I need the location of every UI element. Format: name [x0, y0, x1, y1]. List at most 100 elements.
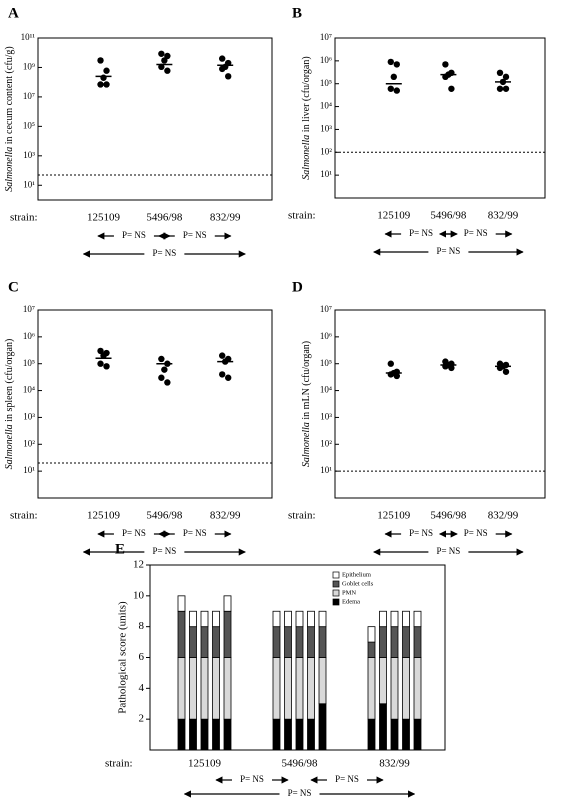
- comparison-label: P= NS: [409, 228, 433, 238]
- data-point: [158, 50, 165, 57]
- plot-frame: [334, 309, 546, 499]
- data-point: [219, 65, 226, 73]
- category-label: 125109: [377, 210, 411, 222]
- data-point: [387, 85, 394, 92]
- bar-segment: [367, 641, 376, 658]
- category-label: 125109: [377, 510, 411, 522]
- bar-segment: [367, 657, 376, 720]
- bar-segment: [413, 657, 422, 720]
- bar-segment: [295, 718, 304, 751]
- x-axis-label: strain:: [10, 212, 38, 224]
- data-point: [161, 366, 168, 373]
- data-point: [496, 85, 504, 92]
- x-axis-label: strain:: [288, 210, 316, 222]
- bar-segment: [402, 718, 410, 751]
- legend-swatch: [332, 589, 340, 597]
- bar-segment: [272, 626, 281, 658]
- bar-segment: [379, 703, 387, 751]
- y-tick-label: 12: [133, 559, 144, 571]
- comparison-label: P= NS: [464, 228, 488, 238]
- y-axis-label-part: in spleen (cfu/organ): [4, 339, 15, 425]
- data-point: [393, 372, 400, 380]
- y-tick-label: 10⁴: [23, 385, 35, 395]
- bar-segment: [223, 657, 232, 720]
- y-tick-label: 10⁷: [320, 32, 332, 42]
- group-label: 5496/98: [281, 758, 318, 770]
- y-tick-label: 10⁵: [320, 358, 332, 368]
- y-axis-label-part: Salmonella: [4, 147, 15, 192]
- legend-label: Epithelium: [342, 571, 371, 578]
- category-label: 832/99: [210, 212, 241, 224]
- y-tick-label: 10⁴: [320, 385, 332, 395]
- comparison-label: P= NS: [183, 528, 207, 538]
- plot-frame: [37, 37, 273, 201]
- data-point: [502, 73, 510, 81]
- data-point: [387, 360, 394, 367]
- comparison-label: P= NS: [152, 546, 176, 556]
- legend-swatch: [332, 580, 340, 588]
- panel-letter: C: [8, 279, 19, 295]
- y-tick-label: 10: [133, 589, 145, 601]
- bar-segment: [212, 610, 220, 628]
- category-label: 125109: [87, 212, 121, 224]
- data-point: [158, 355, 165, 363]
- data-point: [97, 57, 104, 64]
- y-tick-label: 10³: [23, 411, 35, 421]
- bar-segment: [284, 718, 292, 751]
- bar-segment: [318, 626, 327, 658]
- data-point: [103, 81, 110, 88]
- bar-segment: [390, 657, 399, 720]
- y-tick-label: 10¹: [320, 465, 332, 475]
- bar-segment: [295, 626, 304, 658]
- comparison-label: P= NS: [240, 774, 264, 784]
- y-tick-label: 10¹: [320, 169, 332, 179]
- panel-letter: A: [8, 5, 19, 21]
- bar-segment: [200, 718, 209, 751]
- y-axis-label: Salmonella in mLN (cfu/organ): [301, 341, 312, 467]
- y-tick-label: 10¹: [23, 465, 35, 475]
- comparison-label: P= NS: [122, 528, 146, 538]
- data-point: [502, 368, 510, 375]
- bar-segment: [200, 657, 209, 720]
- data-point: [158, 63, 165, 71]
- bar-segment: [189, 718, 197, 751]
- bar-segment: [212, 626, 220, 658]
- data-point: [219, 371, 226, 378]
- category-label: 5496/98: [430, 510, 467, 522]
- data-point: [219, 55, 226, 62]
- data-point: [496, 69, 504, 77]
- bar-segment: [295, 610, 304, 628]
- data-point: [225, 73, 232, 80]
- y-tick-label: 10³: [320, 411, 332, 421]
- legend-label: Edema: [342, 598, 360, 605]
- bar-segment: [318, 657, 327, 705]
- bar-segment: [307, 657, 315, 720]
- category-label: 832/99: [488, 210, 519, 222]
- data-point: [502, 85, 510, 92]
- bar-segment: [318, 703, 327, 751]
- y-tick-label: 10⁴: [320, 101, 332, 111]
- group-label: 832/99: [379, 758, 410, 770]
- data-point: [442, 61, 449, 68]
- data-point: [225, 374, 232, 381]
- bar-segment: [379, 626, 387, 658]
- bar-segment: [177, 657, 186, 720]
- y-tick-label: 6: [139, 651, 145, 663]
- bar-segment: [272, 610, 281, 628]
- data-point: [161, 57, 168, 64]
- y-tick-label: 10⁷: [23, 91, 35, 101]
- bar-segment: [200, 626, 209, 658]
- bar-segment: [189, 626, 197, 658]
- y-axis-label: Salmonella in spleen (cfu/organ): [4, 339, 15, 470]
- data-point: [97, 81, 104, 88]
- y-tick-label: 10⁵: [23, 358, 35, 368]
- comparison-label: P= NS: [152, 248, 176, 258]
- bar-segment: [390, 718, 399, 751]
- bar-segment: [212, 718, 220, 751]
- bar-segment: [307, 626, 315, 658]
- bar-segment: [177, 610, 186, 658]
- panel-letter: E: [115, 541, 125, 557]
- data-point: [164, 67, 171, 74]
- data-point: [387, 58, 394, 66]
